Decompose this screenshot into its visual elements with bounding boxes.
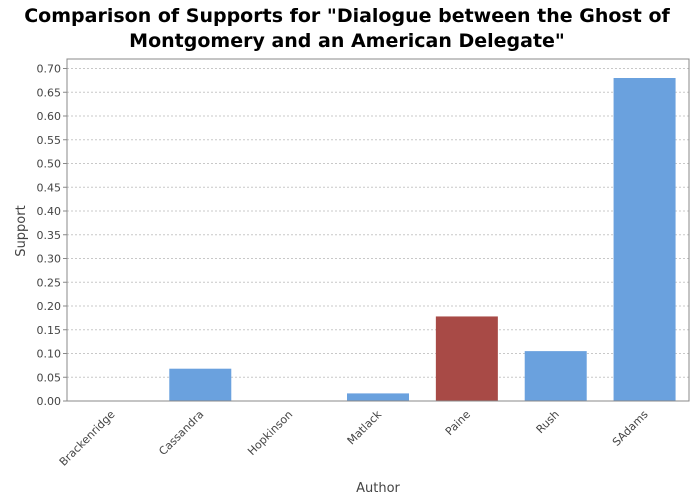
x-tick-label: Matlack [345,407,385,447]
bar-matlack [347,393,409,401]
bars [169,78,676,401]
y-tick-label: 0.15 [37,324,62,337]
y-tick-label: 0.25 [37,276,62,289]
y-tick-label: 0.55 [37,134,62,147]
x-tick-label: Rush [534,408,562,436]
gridlines [67,68,689,402]
y-tick-label: 0.35 [37,229,62,242]
y-tick-label: 0.50 [37,158,62,171]
x-tick-label: Brackenridge [57,408,118,469]
chart-title-line-1: Comparison of Supports for "Dialogue bet… [24,5,670,27]
bar-paine [435,316,498,401]
chart-title-line-2: Montgomery and an American Delegate" [129,30,565,52]
y-tick-label: 0.10 [37,348,62,361]
y-tick-label: 0.20 [37,300,62,313]
x-axis-label: Author [356,481,400,496]
x-tick-label: Paine [443,408,473,438]
y-tick-label: 0.30 [37,253,62,266]
y-tick-label: 0.40 [37,205,62,218]
y-tick-label: 0.60 [37,110,62,123]
bar-sadams [613,78,676,401]
x-axis-ticks: Brackenridge Cassandra Hopkinson Matlack Pai… [57,407,651,468]
x-tick-label: SAdams [610,408,651,449]
y-axis-ticks: 0.00 0.05 0.10 0.15 0.20 0.25 0.30 0.35 0.40 0.45… [37,63,67,408]
y-tick-label: 0.45 [37,181,62,194]
bar-cassandra [169,368,232,401]
y-tick-label: 0.65 [37,86,62,99]
y-axis-label: Support [14,205,29,256]
x-tick-label: Hopkinson [245,408,295,458]
y-tick-label: 0.70 [37,63,62,76]
bar-rush [524,351,587,401]
y-tick-label: 0.00 [37,395,62,408]
plot-frame [66,58,690,402]
x-tick-label: Cassandra [156,408,206,458]
y-tick-label: 0.05 [37,371,62,384]
